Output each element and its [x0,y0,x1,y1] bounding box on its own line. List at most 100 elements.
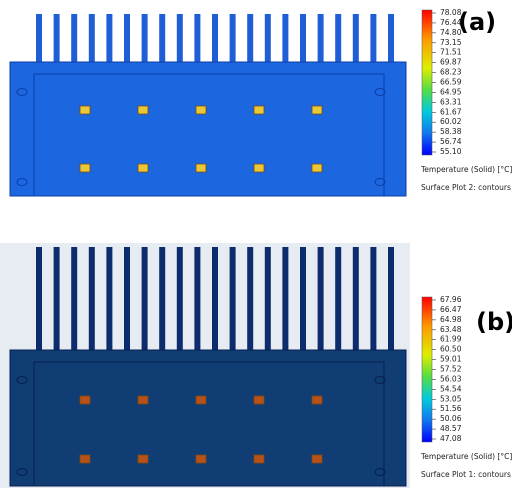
legend-tick-label: 53.05 [440,394,462,403]
fin [335,14,341,64]
legend-tick-label: 66.59 [440,78,462,87]
legend-tick-label: 54.54 [440,384,462,393]
chip [196,106,206,114]
colorbar [422,297,432,442]
fin [194,247,200,352]
fin [36,14,42,64]
fin [318,14,324,64]
legend-tick-label: 51.56 [440,404,462,413]
legend-tick-label: 68.23 [440,68,462,77]
fin [142,14,148,64]
legend-tick-label: 60.50 [440,345,462,354]
legend-title: Temperature (Solid) [°C] [420,452,512,461]
fin [177,247,183,352]
fin [282,247,288,352]
legend-tick-label: 59.01 [440,355,462,364]
chip [196,455,206,463]
legend-tick-label: 48.57 [440,424,462,433]
legend-tick-label: 66.47 [440,305,462,314]
legend-tick-label: 58.38 [440,127,462,136]
heatsink-base [10,350,406,486]
fin [106,247,112,352]
fin [370,247,376,352]
fin [300,14,306,64]
chip [254,164,264,172]
chip [138,106,148,114]
legend-tick-label: 56.03 [440,374,462,383]
chip [80,396,90,404]
legend-tick-label: 61.67 [440,107,462,116]
chip [312,455,322,463]
chip [254,396,264,404]
fin [89,247,95,352]
legend-tick-label: 71.51 [440,48,462,57]
chip [80,455,90,463]
fin [230,247,236,352]
legend-title: Temperature (Solid) [°C] [420,165,512,174]
fin [247,14,253,64]
panel-a: 78.0876.4474.8073.1571.5169.8768.2366.59… [10,8,512,196]
fin [265,247,271,352]
chip [138,455,148,463]
chip [80,164,90,172]
heatsink-base [10,62,406,196]
legend-tick-label: 47.08 [440,434,462,443]
legend-tick-label: 56.74 [440,137,462,146]
panel-label: (a) [458,8,496,36]
chip [312,164,322,172]
fin [106,14,112,64]
chip [196,396,206,404]
fin [159,247,165,352]
fin [282,14,288,64]
chip [80,106,90,114]
chip [254,106,264,114]
fin [353,247,359,352]
colorbar [422,10,432,155]
fin [370,14,376,64]
plot-name: Surface Plot 2: contours [421,183,511,192]
legend-tick-label: 55.10 [440,147,462,156]
fin [177,14,183,64]
chip [254,455,264,463]
fin [212,14,218,64]
legend-tick-label: 57.52 [440,365,462,374]
legend-tick-label: 63.31 [440,97,462,106]
legend-tick-label: 50.06 [440,414,462,423]
fin [54,247,60,352]
fin [54,14,60,64]
chip [312,396,322,404]
chip [138,396,148,404]
chip [196,164,206,172]
fin [89,14,95,64]
fin [388,14,394,64]
plot-name: Surface Plot 1: contours [421,470,511,479]
fin [265,14,271,64]
fin [71,247,77,352]
fin [247,247,253,352]
fin [212,247,218,352]
legend-tick-label: 64.95 [440,87,462,96]
legend-tick-label: 67.96 [440,295,462,304]
legend-tick-label: 60.02 [440,117,462,126]
fin [230,14,236,64]
fin [159,14,165,64]
legend-tick-label: 61.99 [440,335,462,344]
fin [124,247,130,352]
legend-tick-label: 69.87 [440,58,462,67]
figure: 78.0876.4474.8073.1571.5169.8768.2366.59… [0,0,512,488]
chip [312,106,322,114]
fin [194,14,200,64]
fin [300,247,306,352]
fin [142,247,148,352]
legend-tick-label: 64.98 [440,315,462,324]
fin [36,247,42,352]
fin [124,14,130,64]
fin [318,247,324,352]
chip [138,164,148,172]
fin [335,247,341,352]
fin [71,14,77,64]
fin [353,14,359,64]
legend-tick-label: 73.15 [440,38,462,47]
legend-tick-label: 63.48 [440,325,462,334]
panel-label: (b) [476,308,512,336]
